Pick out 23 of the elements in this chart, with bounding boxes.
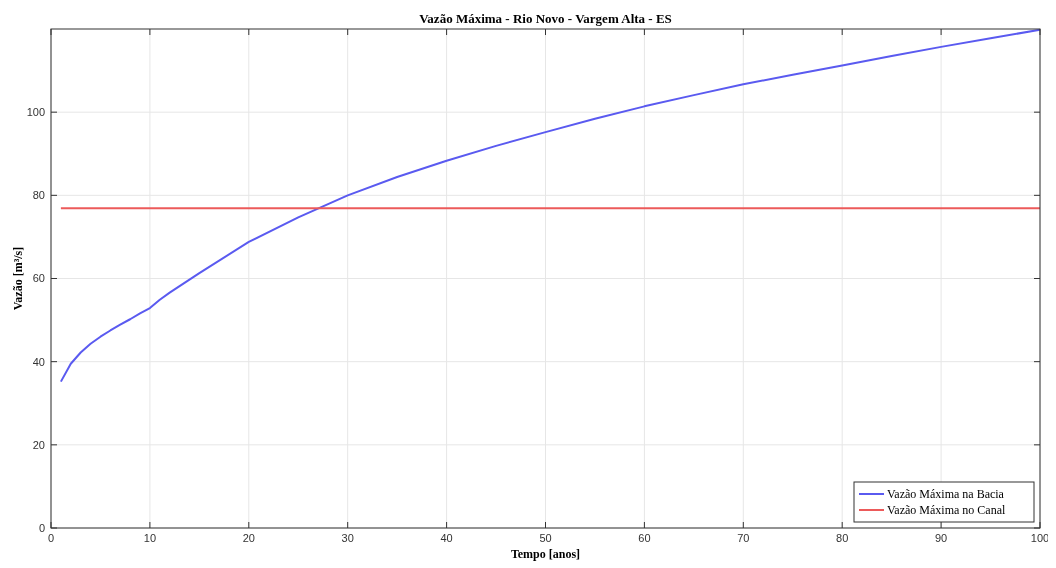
y-tick-label: 0 [38, 521, 45, 534]
x-tick-label: 10 [143, 532, 157, 544]
x-tick-label: 100 [1030, 532, 1050, 544]
x-tick-label: 20 [242, 532, 255, 544]
x-tick-label: 0 [47, 532, 55, 544]
y-tick-label: 60 [32, 272, 45, 285]
y-tick-label: 100 [26, 106, 45, 119]
x-tick-label: 50 [539, 532, 552, 544]
x-tick-label: 60 [638, 532, 651, 544]
x-tick-label: 80 [836, 532, 849, 544]
x-tick-label: 30 [341, 532, 354, 544]
y-tick-label: 20 [32, 438, 45, 451]
x-axis-title: Tempo [anos] [510, 547, 581, 561]
x-tick-label: 90 [934, 532, 948, 544]
x-tick-label: 70 [737, 532, 750, 544]
y-axis-title: Vazão [m³/s] [11, 246, 25, 311]
chart-title: Vazão Máxima - Rio Novo - Vargem Alta - ES [419, 11, 672, 26]
legend-label: Vazão Máxima no Canal [887, 503, 1006, 518]
x-tick-label: 40 [440, 532, 453, 544]
y-tick-label: 80 [32, 189, 45, 202]
line-series [59, 28, 1041, 383]
legend-label: Vazão Máxima na Bacia [887, 487, 1005, 502]
y-tick-label: 40 [32, 355, 45, 368]
